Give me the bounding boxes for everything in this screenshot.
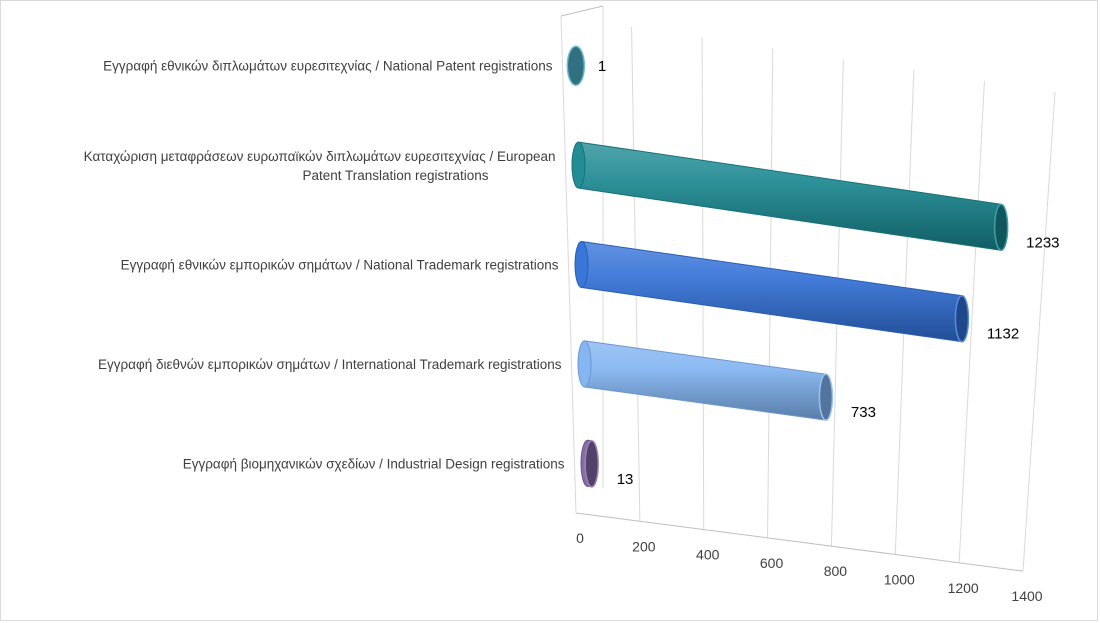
category-label: Εγγραφή βιομηχανικών σχεδίων / Industria… [183, 456, 565, 471]
x-tick-label: 1000 [884, 572, 915, 588]
category-labels: Εγγραφή εθνικών διπλωμάτων ευρεσιτεχνίας… [84, 59, 565, 472]
floor-edge [575, 512, 1024, 572]
category-label: Εγγραφή εθνικών διπλωμάτων ευρεσιτεχνίας… [103, 59, 553, 74]
x-tick-label: 1200 [948, 580, 979, 596]
bar-end-cap [566, 45, 586, 87]
x-axis-ticks: 0 200 400 600 800 1000 1200 1400 [576, 530, 1043, 604]
x-tick-label: 1400 [1011, 588, 1042, 604]
bar-end-cap [954, 294, 970, 343]
x-tick-label: 200 [632, 538, 656, 554]
gridline [958, 81, 985, 563]
bars [566, 45, 1009, 488]
data-labels: 1 1233 1132 733 13 [598, 58, 1060, 488]
category-label: Εγγραφή διεθνών εμπορικών σημάτων / Inte… [98, 357, 562, 372]
category-label: Εγγραφή εθνικών εμπορικών σημάτων / Nati… [121, 258, 559, 273]
bar [571, 141, 1009, 252]
data-label: 13 [617, 471, 634, 488]
data-label: 1 [598, 58, 606, 75]
bar [566, 45, 586, 87]
x-tick-label: 400 [696, 547, 720, 563]
data-label: 1132 [987, 326, 1019, 343]
gridline [1022, 91, 1056, 572]
data-label: 1233 [1026, 234, 1059, 251]
wall-edge [560, 5, 604, 17]
data-label: 733 [851, 404, 876, 421]
bar-end-cap [818, 373, 834, 421]
bar-end-cap [993, 203, 1009, 252]
bar [574, 240, 970, 343]
bar-end-cap [584, 440, 599, 488]
category-label: Καταχώριση μεταφράσεων ευρωπαϊκών διπλωμ… [84, 149, 556, 183]
x-tick-label: 600 [760, 555, 784, 571]
bar [580, 439, 599, 488]
gridline [560, 15, 577, 514]
x-tick-label: 800 [824, 563, 848, 579]
bar [577, 340, 834, 421]
x-tick-label: 0 [576, 530, 584, 546]
